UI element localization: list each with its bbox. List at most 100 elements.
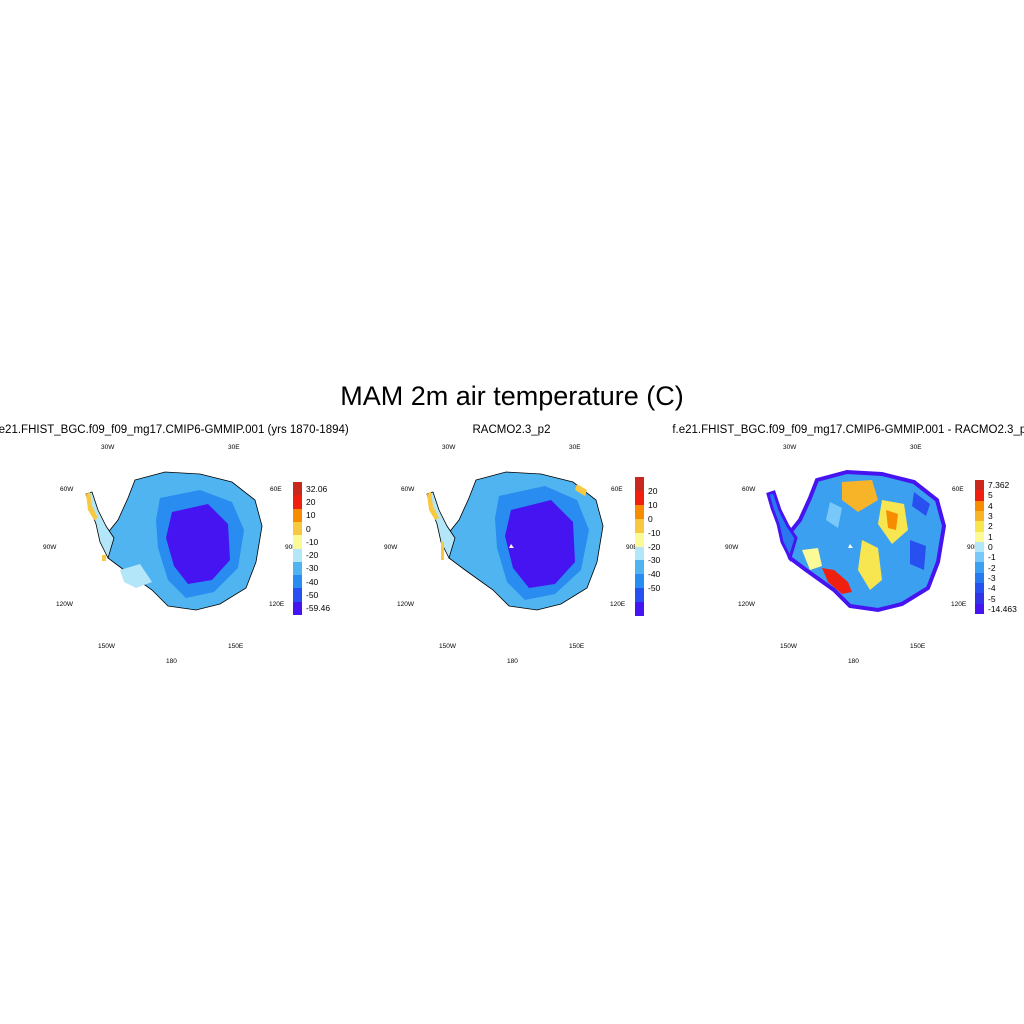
colorbar-box xyxy=(293,482,302,496)
lon-label-30e: 30E xyxy=(910,444,922,451)
colorbar-diff: 7.362 5 4 3 2 1 0 -1 -2 -3 -4 -5 -14.463 xyxy=(975,480,1023,615)
colorbar-box xyxy=(975,521,984,533)
colorbar-box xyxy=(635,504,644,520)
colorbar-box xyxy=(293,548,302,563)
colorbar-box xyxy=(293,561,302,576)
panel-title: f.e21.FHIST_BGC.f09_f09_mg17.CMIP6-GMMIP… xyxy=(0,424,349,436)
lon-label-120w: 120W xyxy=(56,601,73,608)
lon-label-30w: 30W xyxy=(783,444,797,451)
colorbar-label: -40 xyxy=(306,576,319,587)
colorbar-box xyxy=(975,552,984,563)
lon-label-30e: 30E xyxy=(228,444,240,451)
colorbar-box xyxy=(293,495,302,510)
lon-label-180: 180 xyxy=(848,658,859,665)
lon-label-30w: 30W xyxy=(101,444,115,451)
colorbar-label: -20 xyxy=(648,541,661,552)
colorbar-label: -59.46 xyxy=(306,603,331,614)
lon-label-60e: 60E xyxy=(611,486,623,493)
colorbar-label: -30 xyxy=(306,563,319,574)
figure-title: MAM 2m air temperature (C) xyxy=(340,381,684,411)
colorbar-label: -1 xyxy=(988,552,996,563)
colorbar-box xyxy=(635,602,644,617)
colorbar-obs: 20 10 0 -10 -20 -30 -40 -50 xyxy=(635,477,682,617)
colorbar-label: -30 xyxy=(648,555,661,566)
colorbar-box xyxy=(293,508,302,523)
lon-label-150e: 150E xyxy=(228,643,244,650)
lon-label-150w: 150W xyxy=(439,643,456,650)
lon-label-60e: 60E xyxy=(952,486,964,493)
colorbar-label: -3 xyxy=(988,572,996,583)
colorbar-label: 0 xyxy=(306,523,311,534)
colorbar-label: 10 xyxy=(306,510,316,521)
lon-label-180: 180 xyxy=(166,658,177,665)
colorbar-box xyxy=(293,521,302,536)
colorbar-box xyxy=(635,477,644,492)
colorbar-box xyxy=(975,583,984,594)
colorbar-box xyxy=(975,480,984,491)
colorbar-label: 0 xyxy=(988,542,993,552)
lon-label-90w: 90W xyxy=(43,544,57,551)
lon-label-60w: 60W xyxy=(60,486,74,493)
colorbar-box xyxy=(635,574,644,589)
lon-label-150e: 150E xyxy=(910,643,926,650)
colorbar-model: 32.06 20 10 0 -10 -20 -30 -40 -50 -59.46 xyxy=(293,482,341,616)
panel-title: RACMO2.3_p2 xyxy=(472,424,551,436)
colorbar-box xyxy=(975,500,984,512)
lon-label-90e: 90E xyxy=(967,544,979,551)
colorbar-box xyxy=(975,572,984,584)
lon-label-90e: 90E xyxy=(626,544,638,551)
colorbar-label: -5 xyxy=(988,593,996,604)
panel-diff: f.e21.FHIST_BGC.f09_f09_mg17.CMIP6-GMMIP… xyxy=(672,420,1024,680)
lon-label-120w: 120W xyxy=(397,601,414,608)
lon-label-90w: 90W xyxy=(384,544,398,551)
lon-label-30e: 30E xyxy=(569,444,581,451)
colorbar-box xyxy=(635,560,644,575)
colorbar-box xyxy=(293,601,302,616)
colorbar-label: 20 xyxy=(306,496,316,507)
panel-model: f.e21.FHIST_BGC.f09_f09_mg17.CMIP6-GMMIP… xyxy=(0,420,349,680)
lon-label-150e: 150E xyxy=(569,643,585,650)
colorbar-box xyxy=(975,593,984,605)
lon-label-120e: 120E xyxy=(951,601,967,608)
lon-label-180: 180 xyxy=(507,658,518,665)
colorbar-label: 20 xyxy=(648,485,658,496)
colorbar-label: 32.06 xyxy=(306,483,328,494)
colorbar-box xyxy=(975,562,984,574)
antarctica-map-model xyxy=(85,471,263,611)
colorbar-label: 3 xyxy=(988,511,993,522)
colorbar-box xyxy=(635,532,644,547)
lon-label-120e: 120E xyxy=(269,601,285,608)
lon-label-120e: 120E xyxy=(610,601,626,608)
colorbar-label: 4 xyxy=(988,500,993,511)
colorbar-label: -50 xyxy=(306,590,319,601)
lon-label-150w: 150W xyxy=(780,643,797,650)
colorbar-box xyxy=(975,603,984,615)
colorbar-label: -2 xyxy=(988,562,996,573)
colorbar-label: -40 xyxy=(648,569,661,580)
antarctica-map-obs xyxy=(426,471,604,611)
colorbar-label: 2 xyxy=(988,521,993,532)
lon-label-60w: 60W xyxy=(401,486,415,493)
colorbar-box xyxy=(635,588,644,603)
colorbar-label: 7.362 xyxy=(988,480,1010,491)
antarctica-map-diff xyxy=(766,469,947,613)
colorbar-label: -14.463 xyxy=(988,603,1017,614)
colorbar-box xyxy=(635,546,644,561)
colorbar-label: -20 xyxy=(306,550,319,561)
lon-label-90e: 90E xyxy=(285,544,297,551)
colorbar-box xyxy=(293,535,302,549)
lon-label-150w: 150W xyxy=(98,643,115,650)
lon-label-90w: 90W xyxy=(725,544,739,551)
colorbar-box xyxy=(293,575,302,589)
lon-label-30w: 30W xyxy=(442,444,456,451)
colorbar-label: 1 xyxy=(988,531,993,542)
colorbar-box xyxy=(635,518,644,534)
colorbar-box xyxy=(975,541,984,553)
colorbar-label: -4 xyxy=(988,583,996,594)
lon-label-120w: 120W xyxy=(738,601,755,608)
colorbar-label: 0 xyxy=(648,513,653,524)
lon-label-60e: 60E xyxy=(270,486,282,493)
lon-label-60w: 60W xyxy=(742,486,756,493)
colorbar-box xyxy=(635,490,644,506)
colorbar-box xyxy=(293,588,302,603)
